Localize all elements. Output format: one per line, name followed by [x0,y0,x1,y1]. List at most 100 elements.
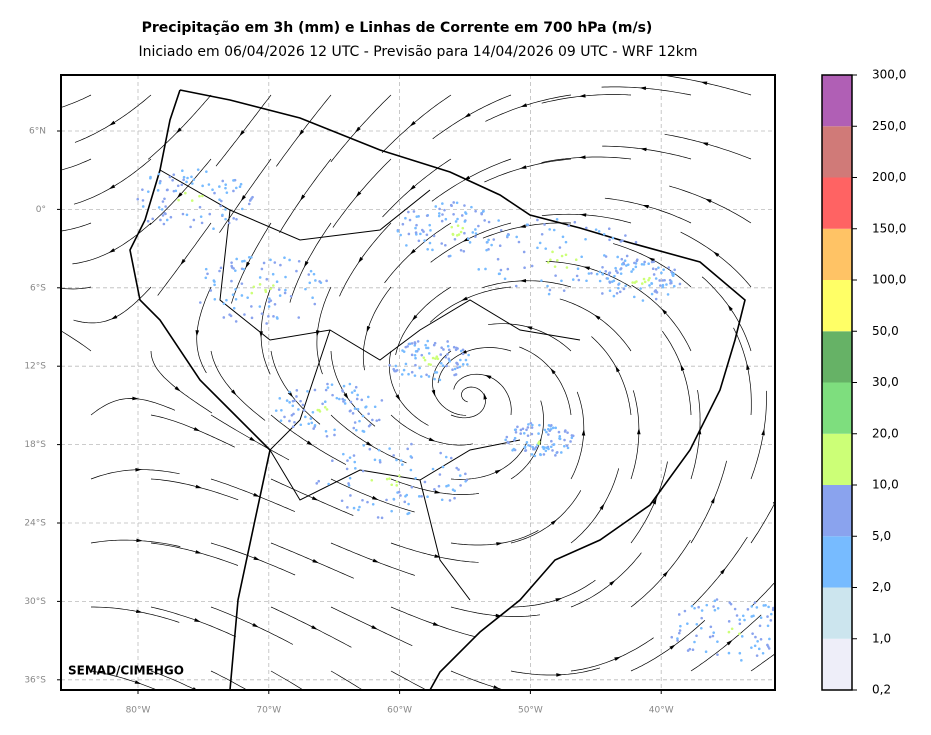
rain-dot [433,487,436,491]
arrowhead [395,394,401,401]
rain-dot [727,651,731,655]
arrowhead [555,598,562,602]
rain-dot [484,267,487,271]
rain-dot [548,429,552,433]
rain-dot [264,288,267,292]
rain-dot [291,404,295,408]
rain-dot [196,168,200,171]
rain-dot [670,281,673,285]
rain-dot [394,369,398,373]
streamline [630,620,706,672]
streamline [362,286,392,371]
colorbar-label: 200,0 [872,170,906,184]
streamline [382,158,452,218]
rain-dot [519,428,523,432]
graticule [61,75,775,690]
rain-dot [551,426,555,430]
rain-dot [464,358,468,362]
streamline [270,478,354,516]
rain-dot [524,449,527,452]
streamline [701,276,752,352]
streamline [61,286,92,290]
rain-dot [470,205,473,209]
rain-dot [211,188,214,191]
streamline [429,286,512,323]
streamline [330,606,413,647]
rain-dot [514,431,518,434]
rain-dot [182,178,185,182]
rain-dot [464,472,467,476]
rain-dot [418,366,421,370]
rain-dot [602,232,606,236]
rain-dot [482,209,485,213]
rain-dot [431,467,435,471]
rain-dot [560,451,563,454]
streamline [432,94,512,140]
rain-dot [268,297,271,300]
rain-dot [221,179,225,183]
streamline [260,286,272,375]
rain-dot [358,505,361,509]
arrowhead [483,392,488,400]
rain-dot [490,243,493,247]
rain-dot [443,208,446,212]
rain-dot [631,268,635,271]
rain-dot [348,476,352,480]
rain-dot [192,178,196,181]
rain-dot [755,606,759,609]
rain-dot [324,429,328,433]
rain-dot [543,428,547,432]
rain-dot [439,451,442,455]
streamline [484,158,572,183]
rain-dot [558,246,562,249]
rain-dot [288,258,291,262]
rain-dot [141,199,145,202]
rain-dot [433,371,437,374]
rain-dot [672,284,676,288]
rain-dot [571,278,575,281]
rain-dot [668,278,672,282]
rain-dot [585,279,588,283]
rain-dot [438,378,442,382]
rain-dot [504,438,507,442]
rain-dot [191,182,194,185]
rain-dot [465,478,469,482]
rain-dot [207,183,211,186]
rain-dot [435,355,439,358]
rain-dot [759,638,763,641]
rain-dot [513,436,517,440]
rain-dot [474,209,477,213]
title: Precipitação em 3h (mm) e Linhas de Corr… [142,20,653,36]
rain-dot [361,469,365,473]
rain-dot [642,263,646,266]
streamline [330,414,407,464]
rain-dot [209,289,213,292]
streamline [149,158,212,226]
rain-dot [265,277,269,281]
streamline [388,350,429,426]
rain-dot [425,214,429,217]
subtitle: Iniciado em 06/04/2026 12 UTC - Previsão… [138,44,697,60]
rain-dot [624,284,627,288]
rain-dot [665,283,668,286]
rain-dot [278,294,282,297]
rain-dot [269,258,272,262]
rain-dot [651,267,655,271]
rain-dot [274,409,278,412]
rain-dot [693,640,696,644]
rain-dot [788,630,791,633]
rain-dot [304,287,307,291]
rain-dot [438,473,442,476]
rain-dot [182,175,186,179]
rain-dot [240,207,244,211]
streamline [270,606,352,648]
rain-dot [652,273,656,276]
rain-dot [459,230,463,234]
rain-dot [403,500,407,504]
rain-dot [414,350,418,353]
streamline [150,542,239,566]
rain-dot [413,344,417,347]
rain-dot [326,386,330,389]
rain-dot [432,343,436,347]
rain-dot [330,383,334,386]
